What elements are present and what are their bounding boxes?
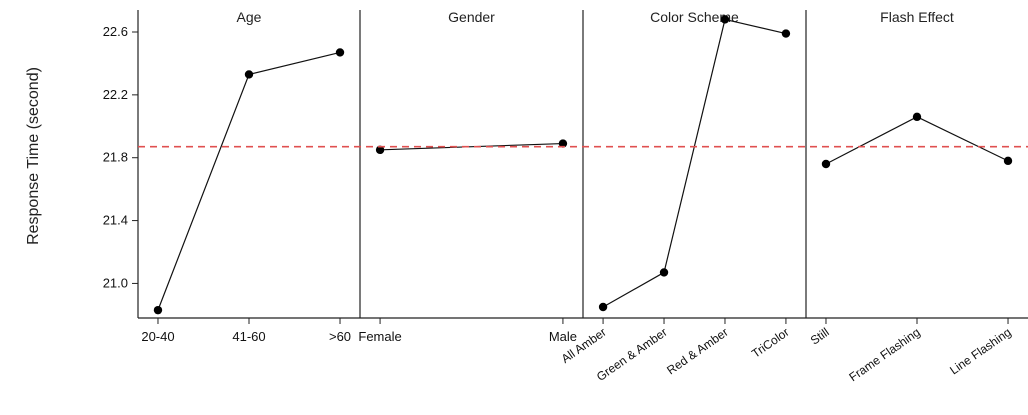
category-label: Frame Flashing: [846, 325, 922, 384]
data-point: [781, 29, 791, 38]
category-label: Male: [549, 329, 577, 344]
panel-age: Age 20-40 41-60 >60: [141, 9, 351, 344]
data-point: [912, 112, 922, 122]
panel-title: Gender: [448, 9, 495, 25]
y-tick-label: 21.0: [103, 275, 128, 290]
y-tick-label: 21.4: [103, 213, 128, 228]
data-point: [598, 302, 608, 312]
category-label: >60: [329, 329, 351, 344]
panel-title: Color Scheme: [650, 9, 739, 25]
series-line: [380, 142, 563, 151]
y-axis: 21.0 21.4 21.8 22.2 22.6: [103, 24, 138, 290]
series-line: [157, 51, 341, 311]
data-point: [1003, 156, 1013, 166]
y-axis-label: Response Time (second): [25, 67, 42, 245]
panel-flash-effect: Flash Effect Still Frame Flashing Line Flas…: [808, 9, 1014, 384]
category-label: Red & Amber: [664, 325, 730, 377]
category-label: Line Flashing: [947, 325, 1014, 377]
y-tick-label: 22.6: [103, 24, 128, 39]
series-line: [602, 18, 787, 308]
data-point: [821, 159, 831, 169]
data-point: [720, 15, 730, 24]
category-label: Female: [358, 329, 401, 344]
series-line: [825, 116, 1009, 165]
data-point: [659, 268, 669, 277]
data-point: [375, 145, 385, 155]
data-point: [558, 139, 568, 148]
category-label: 41-60: [232, 329, 265, 344]
category-label: TriColor: [749, 325, 792, 361]
y-tick-label: 21.8: [103, 150, 128, 165]
y-tick-label: 22.2: [103, 87, 128, 102]
panel-gender: Gender Female Male: [358, 9, 577, 344]
data-point: [244, 70, 254, 79]
panel-title: Age: [237, 9, 262, 25]
category-label: 20-40: [141, 329, 174, 344]
data-point: [335, 48, 345, 57]
plot-frame: [137, 10, 1028, 319]
data-point: [153, 305, 163, 315]
category-label: Still: [808, 325, 832, 348]
panel-title: Flash Effect: [880, 9, 954, 25]
